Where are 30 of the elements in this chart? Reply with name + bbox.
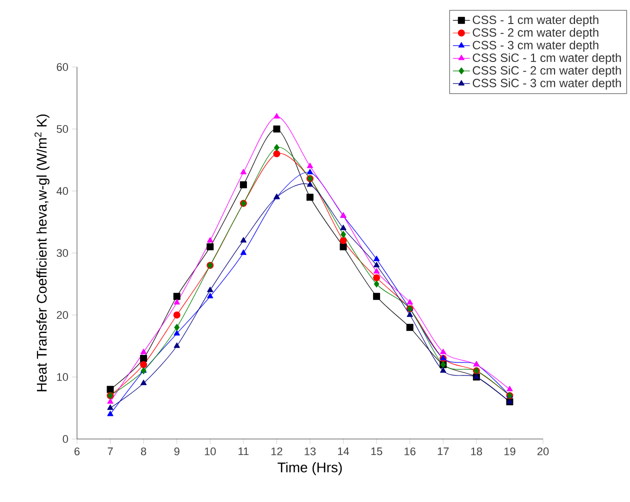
x-tick-label: 8: [140, 448, 146, 456]
x-tick-label: 11: [238, 448, 249, 456]
x-tick-label: 12: [271, 448, 282, 456]
y-tick-label: 30: [56, 249, 68, 257]
legend-label: CSS SiC - 1 cm water depth: [472, 53, 621, 64]
x-tick-label: 19: [504, 448, 516, 456]
legend-label: CSS - 1 cm water depth: [472, 15, 598, 26]
x-tick-label: 9: [174, 448, 180, 456]
x-tick-label: 20: [537, 448, 549, 456]
legend-label: CSS - 2 cm water depth: [472, 28, 598, 40]
x-tick-label: 7: [108, 448, 113, 456]
x-tick-label: 16: [404, 448, 416, 456]
x-tick-label: 6: [74, 448, 80, 456]
y-tick-label: 10: [57, 373, 68, 381]
y-tick-label: 60: [56, 63, 68, 71]
x-tick-label: 10: [204, 448, 216, 456]
y-tick-label: 20: [56, 311, 68, 319]
legend-label: CSS - 3 cm water depth: [472, 40, 598, 52]
x-tick-label: 18: [471, 448, 482, 456]
x-axis-title: Time (Hrs): [278, 462, 342, 476]
y-tick-label: 50: [56, 125, 68, 133]
y-tick-label: 40: [56, 187, 68, 195]
legend-label: CSS SiC - 3 cm water depth: [472, 78, 621, 90]
x-tick-label: 15: [371, 448, 382, 456]
x-tick-label: 17: [438, 448, 449, 456]
x-tick-label: 14: [338, 448, 350, 456]
y-axis-title: Heat Transfer Coefficient heva,w-gl (W/m$^{2}$ K): [34, 114, 50, 392]
legend-label: CSS SiC - 2 cm water depth: [472, 66, 621, 77]
x-tick-label: 13: [304, 448, 316, 456]
y-tick-label: 0: [62, 435, 68, 443]
